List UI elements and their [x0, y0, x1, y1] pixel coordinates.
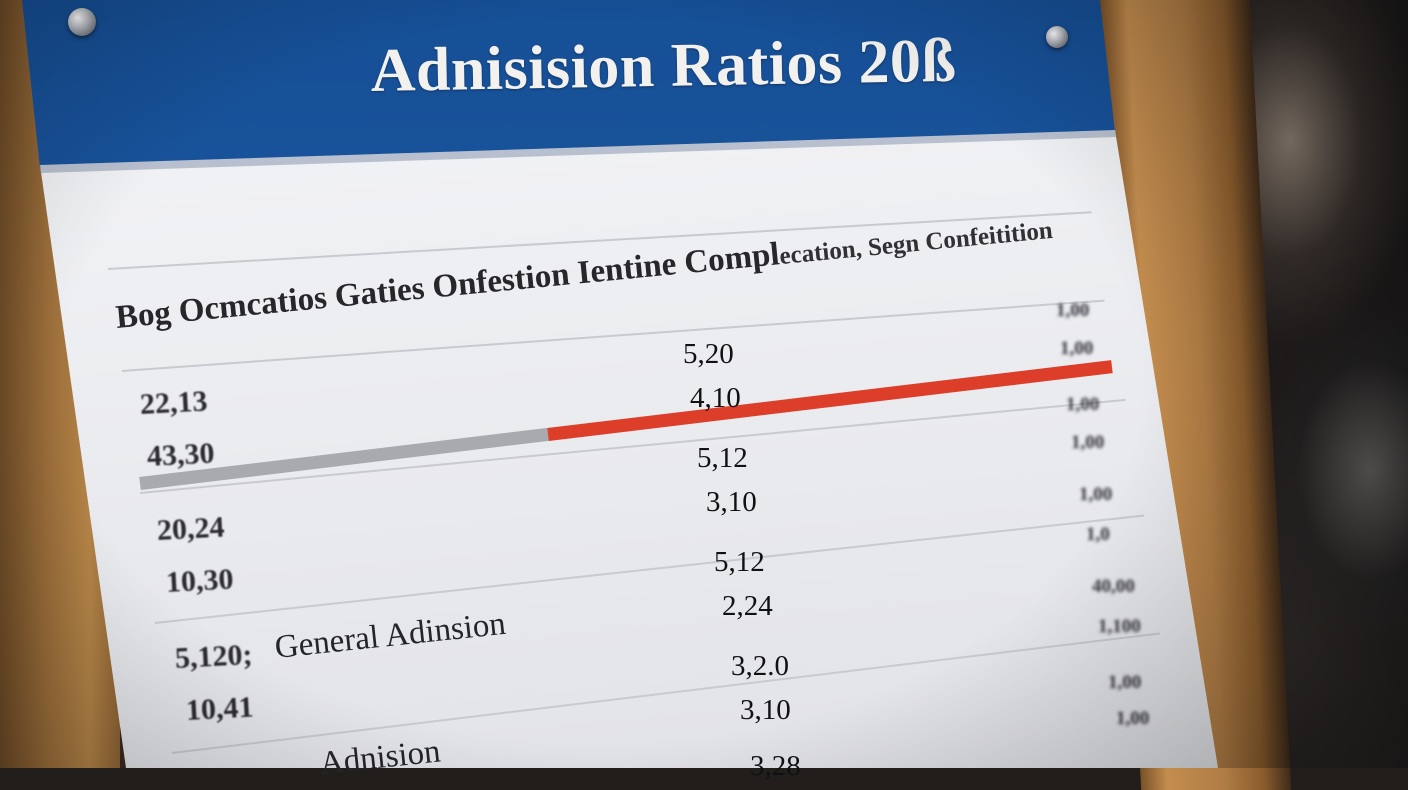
- center-value: 4,10: [690, 382, 741, 414]
- right-value: 1,00: [1116, 708, 1150, 729]
- right-value: 1,00: [1108, 672, 1142, 693]
- right-value: 1,00: [1060, 338, 1094, 359]
- right-value: 1,0: [1086, 524, 1110, 545]
- table-header-overlap: ecation: [778, 235, 857, 271]
- left-value: 43,30: [146, 436, 216, 473]
- thumbtack-pin-right: [1046, 26, 1068, 48]
- center-value: 3,10: [706, 486, 757, 518]
- notice-paper: [40, 130, 1218, 768]
- center-value: 5,12: [697, 442, 748, 474]
- right-value: 1,00: [1066, 394, 1100, 415]
- right-value: 1,00: [1071, 432, 1105, 453]
- left-value: 5,120;: [174, 637, 254, 675]
- left-value: 10,41: [185, 690, 255, 727]
- left-value: 20,24: [156, 510, 226, 547]
- left-value: 10,30: [165, 562, 235, 599]
- right-value: 40,00: [1092, 576, 1135, 597]
- right-value: 1,100: [1098, 616, 1141, 637]
- center-value: 3,2.0: [731, 650, 789, 682]
- center-value: 3,10: [740, 694, 791, 726]
- board-title: Adnisision Ratios 20ß: [370, 26, 958, 105]
- center-value: 2,24: [722, 590, 773, 622]
- thumbtack-pin-left: [68, 8, 96, 36]
- center-value: 5,20: [683, 338, 734, 370]
- left-value: 22,13: [139, 384, 209, 421]
- right-value: 1,00: [1056, 300, 1090, 321]
- center-value: 3,28: [750, 750, 801, 782]
- right-value: 1,00: [1079, 484, 1113, 505]
- center-value: 5,12: [714, 546, 765, 578]
